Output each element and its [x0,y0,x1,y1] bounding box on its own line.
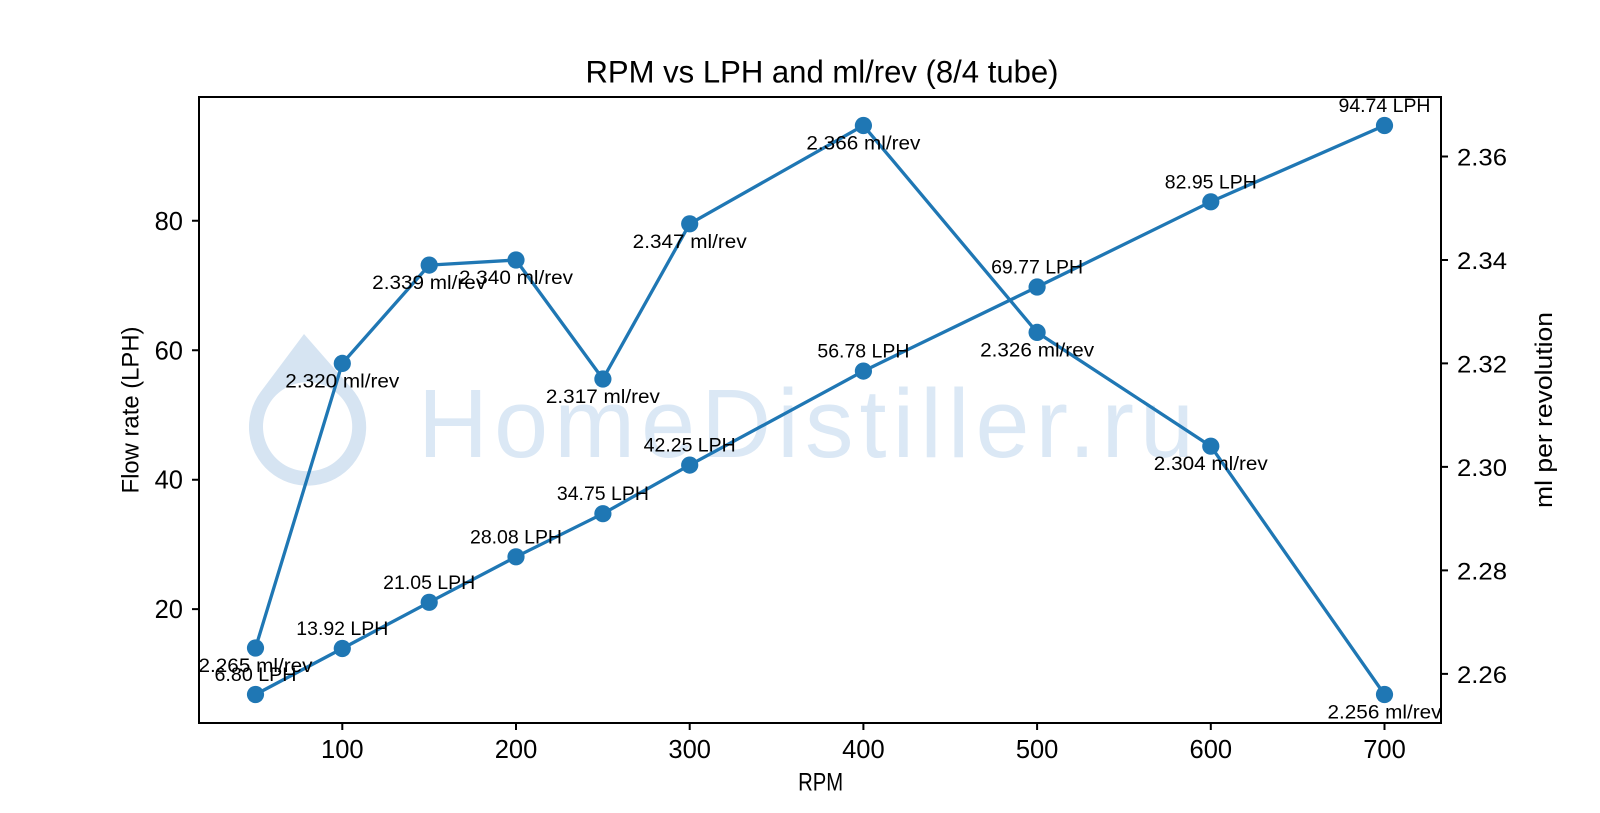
svg-text:RPM vs LPH and ml/rev (8/4 tub: RPM vs LPH and ml/rev (8/4 tube) [586,55,1059,90]
svg-text:2.340 ml/rev: 2.340 ml/rev [459,267,573,289]
svg-text:2.304 ml/rev: 2.304 ml/rev [1154,453,1268,475]
svg-text:80: 80 [155,208,183,236]
svg-text:69.77 LPH: 69.77 LPH [991,257,1083,279]
svg-text:60: 60 [155,337,183,365]
svg-text:2.265 ml/rev: 2.265 ml/rev [199,655,313,677]
svg-text:40: 40 [155,467,183,495]
svg-text:2.36: 2.36 [1457,145,1507,172]
svg-text:700: 700 [1363,736,1406,764]
svg-text:300: 300 [668,736,711,764]
svg-text:6.80 LPH: 6.80 LPH [215,664,297,686]
svg-text:ml per revolution: ml per revolution [1531,312,1558,508]
svg-text:2.320 ml/rev: 2.320 ml/rev [285,370,399,392]
svg-text:42.25 LPH: 42.25 LPH [644,435,736,457]
svg-text:2.256 ml/rev: 2.256 ml/rev [1328,702,1442,724]
svg-text:2.34: 2.34 [1457,248,1507,275]
svg-text:28.08 LPH: 28.08 LPH [470,526,562,548]
svg-text:2.326 ml/rev: 2.326 ml/rev [980,339,1094,361]
svg-text:2.26: 2.26 [1457,662,1507,689]
svg-text:200: 200 [495,736,538,764]
svg-text:HomeDistiller.ru: HomeDistiller.ru [418,369,1194,478]
svg-text:21.05 LPH: 21.05 LPH [383,572,475,594]
svg-text:56.78 LPH: 56.78 LPH [817,341,909,363]
svg-text:20: 20 [155,596,183,624]
svg-text:2.339 ml/rev: 2.339 ml/rev [372,272,486,294]
svg-text:2.347 ml/rev: 2.347 ml/rev [633,231,747,253]
svg-text:82.95 LPH: 82.95 LPH [1165,171,1257,193]
svg-text:2.28: 2.28 [1457,558,1507,585]
svg-text:2.30: 2.30 [1457,455,1507,482]
svg-text:34.75 LPH: 34.75 LPH [557,483,649,505]
svg-text:400: 400 [842,736,885,764]
svg-text:2.366 ml/rev: 2.366 ml/rev [806,133,920,155]
svg-text:Flow rate (LPH): Flow rate (LPH) [118,327,145,494]
svg-text:2.32: 2.32 [1457,351,1507,378]
svg-text:94.74 LPH: 94.74 LPH [1339,95,1431,117]
svg-text:500: 500 [1016,736,1059,764]
svg-text:2.317 ml/rev: 2.317 ml/rev [546,386,660,408]
svg-text:13.92 LPH: 13.92 LPH [296,618,388,640]
svg-text:600: 600 [1190,736,1233,764]
svg-text:RPM: RPM [798,769,843,797]
svg-text:100: 100 [321,736,364,764]
